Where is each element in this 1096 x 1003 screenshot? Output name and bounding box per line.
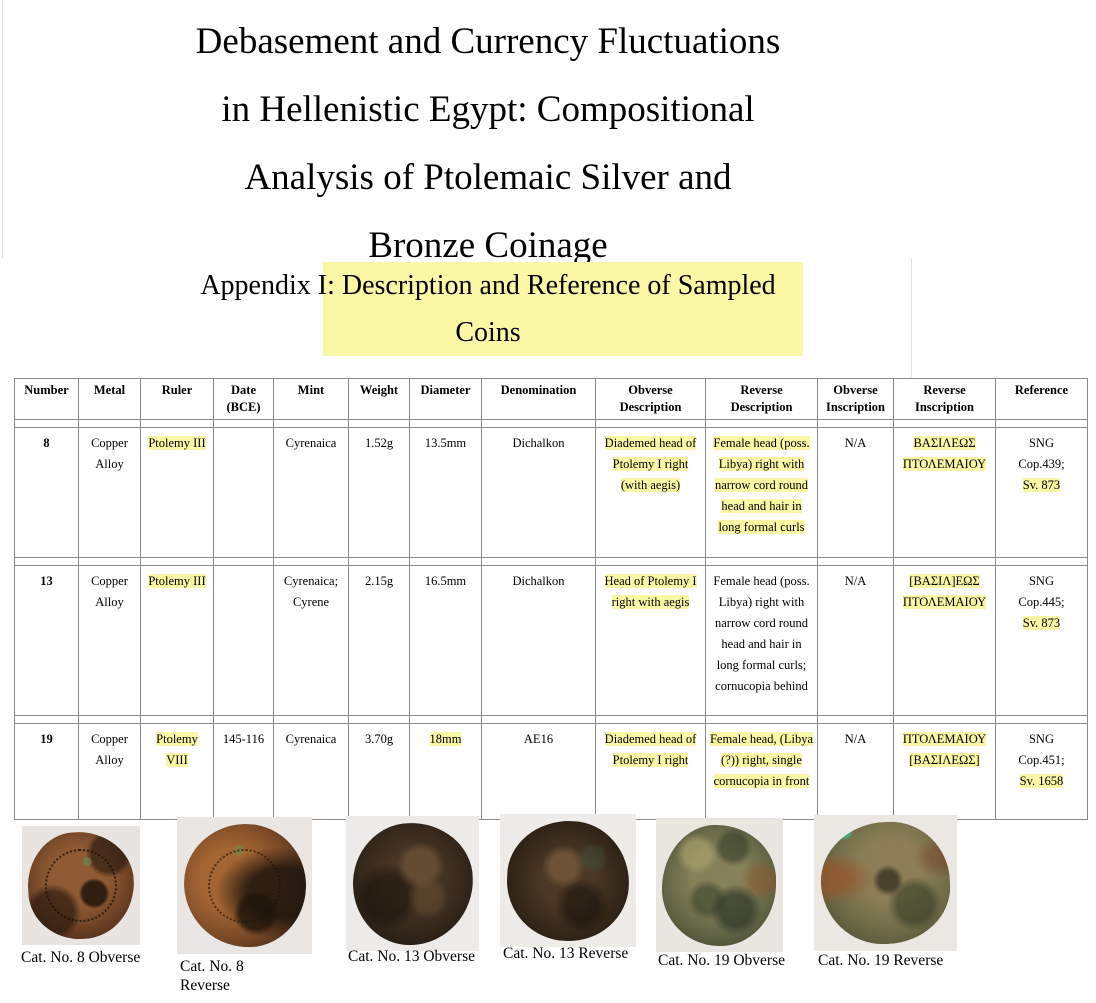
header-weight: Weight — [348, 378, 410, 420]
cell-reverse-description: Female head (poss. Libya) right with nar… — [705, 427, 818, 558]
cell-denomination: AE16 — [481, 723, 596, 820]
header-diameter: Diameter — [409, 378, 482, 420]
header-reverse-inscription: Reverse Inscription — [893, 378, 996, 420]
header-mint: Mint — [273, 378, 349, 420]
figure-caption: Cat. No. 8 Reverse — [180, 958, 244, 994]
coin-19-reverse-image — [819, 819, 952, 947]
coin-19-obverse-image — [661, 823, 778, 947]
appendix-highlight-band — [323, 262, 803, 356]
cell-obverse-description: Diademed head of Ptolemy I right (with a… — [595, 427, 706, 558]
title-line-2: in Hellenistic Egypt: Compositional — [221, 89, 755, 130]
figure-caption: Cat. No. 8 Obverse — [21, 949, 141, 966]
figure-caption: Cat. No. 13 Obverse — [348, 948, 475, 965]
cell-obverse-description: Diademed head of Ptolemy I right — [595, 723, 706, 820]
coin-13-reverse-image — [504, 818, 632, 943]
header-reference: Reference — [995, 378, 1088, 420]
coin-photo-13-reverse — [500, 814, 636, 947]
cell-ruler: Ptolemy III — [140, 427, 214, 558]
cell-obverse-inscription: N/A — [817, 565, 894, 716]
appendix-prefix: Appendix I: — [200, 270, 335, 301]
cell-denomination: Dichalkon — [481, 427, 596, 558]
cell-reverse-description: Female head (poss. Libya) right with nar… — [705, 565, 818, 716]
cell-metal: Copper Alloy — [78, 565, 141, 716]
figure-caption: Cat. No. 13 Reverse — [503, 945, 629, 962]
table-row-coin-13: 13 Copper Alloy Ptolemy III Cyrenaica; C… — [14, 565, 1088, 716]
title-line-1: Debasement and Currency Fluctuations — [195, 21, 781, 62]
cell-reverse-inscription: [ΒΑΣΙΛ]ΕΩΣ ΠΤΟΛΕΜΑΙΟΥ — [893, 565, 996, 716]
cell-ruler: Ptolemy VIII — [140, 723, 214, 820]
cell-mint: Cyrenaica — [273, 723, 349, 820]
coin-photo-19-obverse — [656, 818, 783, 952]
title-line-4: Bronze Coinage — [368, 225, 608, 266]
page-edge-left — [2, 0, 3, 258]
coin-photo-8-reverse — [177, 817, 312, 954]
cell-mint: Cyrenaica — [273, 427, 349, 558]
header-metal: Metal — [78, 378, 141, 420]
cell-weight: 1.52g — [348, 427, 410, 558]
cell-diameter: 16.5mm — [409, 565, 482, 716]
cell-obverse-description: Head of Ptolemy I right with aegis — [595, 565, 706, 716]
table-row-coin-19: 19 Copper Alloy Ptolemy VIII 145-116 Cyr… — [14, 723, 1088, 820]
cell-reverse-description: Female head, (Libya (?)) right, single c… — [705, 723, 818, 820]
cell-number: 19 — [14, 723, 79, 820]
page-edge-right — [911, 258, 912, 377]
title-line-3: Analysis of Ptolemaic Silver and — [244, 157, 732, 198]
paper-title: Debasement and Currency Fluctuations in … — [0, 8, 976, 280]
cell-reverse-inscription: ΒΑΣΙΛΕΩΣ ΠΤΟΛΕΜΑΙΟΥ — [893, 427, 996, 558]
cell-mint: Cyrenaica; Cyrene — [273, 565, 349, 716]
cell-reverse-inscription: ΠΤΟΛΕΜΑΙΟΥ [ΒΑΣΙΛΕΩΣ] — [893, 723, 996, 820]
cell-number: 13 — [14, 565, 79, 716]
cell-denomination: Dichalkon — [481, 565, 596, 716]
table-row-coin-8: 8 Copper Alloy Ptolemy III Cyrenaica 1.5… — [14, 427, 1088, 558]
cell-reference: SNG Cop.439; Sv. 873 — [995, 427, 1088, 558]
coin-8-reverse-image — [181, 821, 308, 950]
cell-weight: 3.70g — [348, 723, 410, 820]
cell-date — [213, 565, 274, 716]
header-ruler: Ruler — [140, 378, 214, 420]
cell-metal: Copper Alloy — [78, 427, 141, 558]
figure-caption: Cat. No. 19 Reverse — [818, 952, 944, 969]
figure-caption: Cat. No. 19 Obverse — [658, 952, 785, 969]
cell-date — [213, 427, 274, 558]
row-spacer — [14, 557, 1088, 566]
coin-photo-19-reverse — [814, 815, 957, 951]
table-header-row: Number Metal Ruler Date (BCE) Mint Weigh… — [14, 378, 1088, 420]
appendix-heading-line-1: Appendix I: Description and Reference of… — [0, 262, 976, 309]
cell-obverse-inscription: N/A — [817, 427, 894, 558]
header-date: Date (BCE) — [213, 378, 274, 420]
row-spacer — [14, 419, 1088, 428]
cell-date: 145-116 — [213, 723, 274, 820]
coin-photo-13-obverse — [346, 816, 479, 951]
appendix-heading: Appendix I: Description and Reference of… — [0, 262, 976, 356]
cell-diameter: 13.5mm — [409, 427, 482, 558]
cell-reference: SNG Cop.451; Sv. 1658 — [995, 723, 1088, 820]
cell-reference: SNG Cop.445; Sv. 873 — [995, 565, 1088, 716]
appendix-heading-line-2: Coins — [455, 317, 521, 348]
cell-obverse-inscription: N/A — [817, 723, 894, 820]
cell-number: 8 — [14, 427, 79, 558]
appendix-highlighted-text: Description and Reference of Sampled — [341, 270, 776, 301]
header-reverse-description: Reverse Description — [705, 378, 818, 420]
coin-8-obverse-image — [25, 829, 137, 942]
coin-13-obverse-image — [350, 820, 475, 947]
header-number: Number — [14, 378, 79, 420]
cell-diameter: 18mm — [409, 723, 482, 820]
row-spacer — [14, 715, 1088, 724]
header-denomination: Denomination — [481, 378, 596, 420]
coin-catalogue-table: Number Metal Ruler Date (BCE) Mint Weigh… — [14, 378, 1088, 820]
coin-photo-8-obverse — [22, 826, 140, 945]
cell-weight: 2.15g — [348, 565, 410, 716]
header-obverse-inscription: Obverse Inscription — [817, 378, 894, 420]
cell-metal: Copper Alloy — [78, 723, 141, 820]
header-obverse-description: Obverse Description — [595, 378, 706, 420]
cell-ruler: Ptolemy III — [140, 565, 214, 716]
